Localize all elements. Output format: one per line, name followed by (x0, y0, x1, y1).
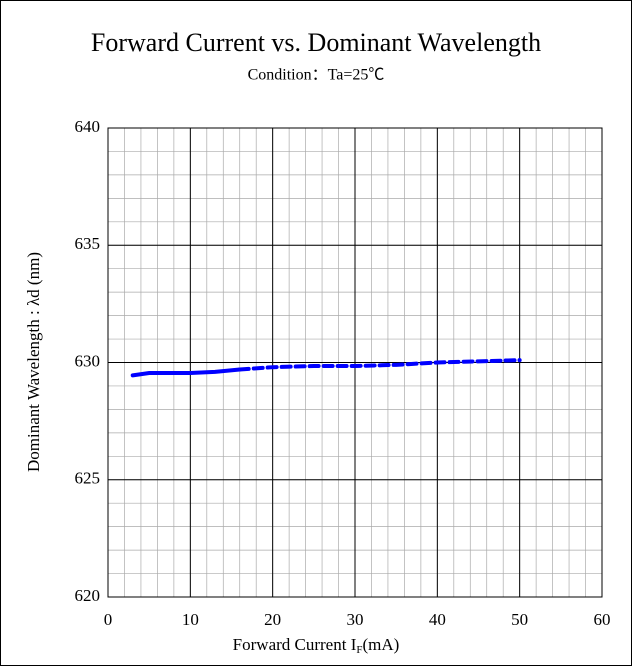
x-axis-label-unit: (mA) (363, 635, 400, 654)
x-tick-label: 0 (104, 610, 113, 629)
data-line (130, 367, 242, 378)
chart-title: Forward Current vs. Dominant Wavelength (91, 28, 541, 57)
y-tick-label: 640 (75, 117, 101, 136)
x-tick-label: 10 (182, 610, 199, 629)
y-tick-label: 625 (75, 469, 101, 488)
data-line (237, 358, 522, 372)
y-tick-label: 620 (75, 586, 101, 605)
y-tick-label: 635 (75, 234, 101, 253)
x-axis-label-sub: F (356, 644, 362, 656)
y-tick-label: 630 (75, 351, 101, 370)
x-tick-label: 20 (264, 610, 281, 629)
plot-border (107, 127, 603, 598)
x-tick-label: 60 (594, 610, 611, 629)
x-tick-label: 50 (511, 610, 528, 629)
x-axis-label-main: Forward Current I (233, 635, 357, 654)
chart-subtitle: Condition：Ta=25℃ (248, 67, 385, 84)
y-axis-label: Dominant Wavelength : λd (nm) (24, 252, 43, 472)
x-tick-label: 40 (429, 610, 446, 629)
x-tick-label: 30 (347, 610, 364, 629)
x-axis-label: Forward Current IF(mA) (233, 635, 400, 656)
